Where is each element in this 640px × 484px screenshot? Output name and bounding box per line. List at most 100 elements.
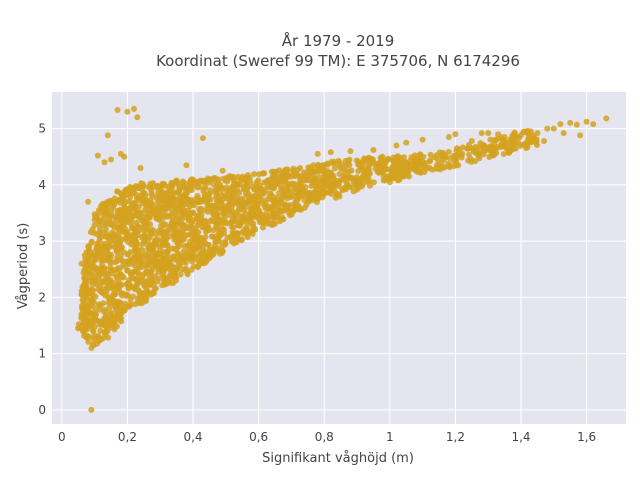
data-point	[224, 178, 231, 185]
data-point	[100, 334, 107, 341]
data-point	[118, 244, 125, 251]
data-point	[128, 216, 135, 223]
data-point	[85, 198, 92, 205]
data-point	[304, 174, 311, 181]
data-point	[468, 138, 475, 144]
data-point	[281, 178, 287, 185]
data-point	[104, 270, 111, 277]
data-point	[603, 115, 610, 122]
data-point	[101, 265, 108, 272]
data-point	[495, 131, 502, 138]
data-point	[84, 262, 91, 269]
data-point	[147, 256, 153, 263]
data-point	[314, 150, 321, 157]
data-point	[341, 171, 348, 177]
data-point	[156, 194, 163, 201]
data-point	[445, 134, 452, 140]
data-point	[219, 204, 226, 211]
data-point	[501, 134, 508, 140]
data-point	[115, 298, 122, 305]
data-point	[260, 224, 266, 231]
data-point	[319, 182, 326, 189]
data-point	[180, 259, 187, 266]
data-point	[315, 178, 322, 185]
data-point	[399, 162, 406, 169]
data-point	[115, 210, 122, 217]
data-point	[257, 185, 264, 192]
data-point	[222, 238, 228, 245]
data-point	[272, 169, 279, 175]
data-point	[176, 186, 183, 192]
data-point	[103, 288, 110, 295]
data-point	[271, 176, 278, 183]
data-point	[235, 206, 242, 213]
data-point	[275, 199, 282, 206]
data-point	[219, 216, 226, 223]
data-point	[112, 259, 119, 266]
data-point	[101, 308, 107, 315]
data-point	[247, 228, 254, 235]
data-point	[109, 314, 116, 321]
data-point	[131, 256, 138, 263]
data-point	[75, 325, 82, 332]
data-point	[353, 157, 360, 164]
data-point	[283, 167, 290, 174]
data-point	[181, 214, 188, 221]
data-point	[178, 196, 185, 203]
data-point	[117, 274, 124, 281]
data-point	[108, 295, 115, 302]
data-point	[440, 164, 447, 171]
data-point	[185, 216, 192, 223]
data-point	[345, 174, 352, 181]
data-point	[90, 333, 97, 340]
data-point	[95, 221, 102, 227]
data-point	[101, 233, 108, 240]
data-point	[355, 168, 362, 175]
data-point	[149, 202, 156, 208]
data-point	[130, 293, 137, 300]
data-point	[165, 278, 172, 285]
data-point	[447, 155, 454, 161]
data-point	[151, 285, 158, 291]
data-point	[292, 198, 299, 205]
data-point	[238, 218, 244, 225]
data-point	[122, 216, 129, 223]
data-point	[169, 184, 176, 191]
data-point	[96, 229, 103, 236]
data-point	[94, 240, 101, 247]
data-point	[114, 107, 121, 113]
data-point	[155, 268, 162, 275]
data-point	[194, 192, 201, 199]
data-point	[213, 188, 220, 195]
data-point	[117, 218, 124, 225]
data-point	[334, 191, 341, 198]
data-point	[138, 241, 145, 248]
data-point	[134, 114, 141, 121]
data-point	[517, 142, 524, 149]
data-point	[94, 272, 100, 278]
data-point	[211, 175, 218, 182]
data-point	[377, 154, 384, 161]
data-point	[234, 194, 240, 201]
data-point	[427, 151, 434, 158]
data-point	[159, 189, 166, 196]
data-point	[144, 261, 151, 268]
data-point	[244, 234, 251, 241]
data-point	[386, 179, 393, 186]
data-point	[288, 211, 295, 218]
data-point	[91, 305, 98, 311]
data-point	[257, 219, 264, 226]
data-points	[75, 105, 610, 413]
data-point	[154, 249, 160, 256]
data-point	[85, 244, 92, 250]
data-point	[212, 239, 219, 246]
data-point	[373, 162, 380, 168]
data-point	[265, 205, 272, 212]
data-point	[506, 139, 513, 146]
data-point	[219, 225, 226, 232]
data-point	[190, 231, 197, 238]
data-point	[205, 179, 212, 186]
data-point	[289, 180, 296, 187]
data-point	[452, 131, 459, 138]
data-point	[251, 225, 258, 232]
